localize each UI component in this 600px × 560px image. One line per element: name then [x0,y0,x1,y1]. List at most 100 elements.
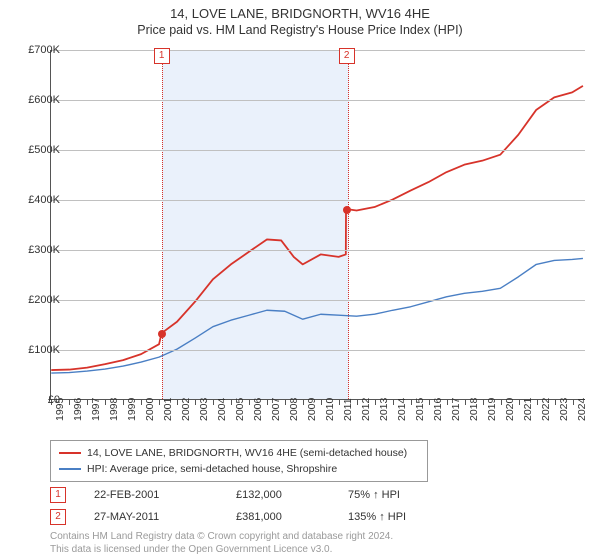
x-tick [519,399,520,405]
y-tick-label: £500K [28,144,60,156]
x-tick-label: 2018 [468,398,480,421]
y-tick-label: £100K [28,344,60,356]
legend-item-property: 14, LOVE LANE, BRIDGNORTH, WV16 4HE (sem… [59,445,419,461]
x-tick-label: 1997 [90,398,102,421]
x-tick [267,399,268,405]
legend-label-property: 14, LOVE LANE, BRIDGNORTH, WV16 4HE (sem… [87,447,407,459]
x-tick-label: 2013 [378,398,390,421]
footer-line1: Contains HM Land Registry data © Crown c… [50,530,393,543]
sale-date-2: 27-MAY-2011 [94,511,214,523]
x-tick [69,399,70,405]
x-tick [447,399,448,405]
sale-marker-2 [343,206,351,214]
x-tick-label: 2010 [324,398,336,421]
sale-row-1: 1 22-FEB-2001 £132,000 75% ↑ HPI [50,484,448,506]
x-tick [213,399,214,405]
chart-container: 14, LOVE LANE, BRIDGNORTH, WV16 4HE Pric… [0,0,600,560]
sale-rows: 1 22-FEB-2001 £132,000 75% ↑ HPI 2 27-MA… [50,484,448,528]
x-tick-label: 2023 [558,398,570,421]
y-tick-label: £600K [28,94,60,106]
series-line-property [51,86,583,370]
sale-flag-2: 2 [50,509,66,525]
y-gridline [51,50,585,51]
legend-swatch-hpi [59,468,81,470]
legend-label-hpi: HPI: Average price, semi-detached house,… [87,463,337,475]
y-tick-label: £700K [28,44,60,56]
sale-date-1: 22-FEB-2001 [94,489,214,501]
y-gridline [51,250,585,251]
x-tick [393,399,394,405]
x-tick-label: 2012 [360,398,372,421]
x-tick [303,399,304,405]
footer-line2: This data is licensed under the Open Gov… [50,543,393,556]
x-tick-label: 1999 [126,398,138,421]
x-tick-label: 2003 [198,398,210,421]
y-gridline [51,350,585,351]
y-tick-label: £0 [48,394,60,406]
x-tick-label: 2011 [342,398,354,421]
y-gridline [51,200,585,201]
x-tick-label: 2005 [234,398,246,421]
x-tick-label: 2002 [180,398,192,421]
x-tick [357,399,358,405]
x-tick [87,399,88,405]
x-tick-label: 2022 [540,398,552,421]
x-tick-label: 1998 [108,398,120,421]
series-line-hpi [51,258,583,373]
x-tick [501,399,502,405]
x-tick-label: 2007 [270,398,282,421]
x-tick [249,399,250,405]
x-tick [159,399,160,405]
title-line2: Price paid vs. HM Land Registry's House … [0,23,600,37]
sale-flag-chart-1: 1 [154,48,170,64]
line-svg [51,50,585,399]
footer: Contains HM Land Registry data © Crown c… [50,530,393,556]
x-tick [465,399,466,405]
y-gridline [51,300,585,301]
sale-vs-1: 75% ↑ HPI [348,489,448,501]
x-tick [537,399,538,405]
x-tick [195,399,196,405]
x-tick-label: 2014 [396,398,408,421]
title-block: 14, LOVE LANE, BRIDGNORTH, WV16 4HE Pric… [0,0,600,37]
sale-marker-1 [158,330,166,338]
x-tick [573,399,574,405]
x-tick [411,399,412,405]
y-gridline [51,150,585,151]
x-tick [141,399,142,405]
sale-row-2: 2 27-MAY-2011 £381,000 135% ↑ HPI [50,506,448,528]
legend-swatch-property [59,452,81,454]
x-tick [285,399,286,405]
x-tick-label: 2000 [144,398,156,421]
x-tick [321,399,322,405]
x-tick [429,399,430,405]
y-tick-label: £200K [28,294,60,306]
x-tick-label: 2017 [450,398,462,421]
x-tick-label: 2019 [486,398,498,421]
x-tick [375,399,376,405]
legend: 14, LOVE LANE, BRIDGNORTH, WV16 4HE (sem… [50,440,428,482]
x-tick-label: 2006 [252,398,264,421]
sale-flag-chart-2: 2 [339,48,355,64]
x-tick-label: 2001 [162,398,174,421]
x-tick-label: 2016 [432,398,444,421]
y-tick-label: £400K [28,194,60,206]
x-tick [339,399,340,405]
x-tick-label: 1996 [72,398,84,421]
sale-vs-2: 135% ↑ HPI [348,511,448,523]
x-tick-label: 2015 [414,398,426,421]
y-gridline [51,100,585,101]
plot-area: 1995199619971998199920002001200220032004… [50,50,585,400]
x-tick [105,399,106,405]
sale-price-1: £132,000 [236,489,326,501]
y-tick-label: £300K [28,244,60,256]
sale-price-2: £381,000 [236,511,326,523]
x-tick-label: 2009 [306,398,318,421]
x-tick [555,399,556,405]
x-tick-label: 2008 [288,398,300,421]
x-tick [231,399,232,405]
x-tick-label: 2020 [504,398,516,421]
x-tick-label: 2004 [216,398,228,421]
legend-item-hpi: HPI: Average price, semi-detached house,… [59,461,419,477]
title-line1: 14, LOVE LANE, BRIDGNORTH, WV16 4HE [0,6,600,21]
